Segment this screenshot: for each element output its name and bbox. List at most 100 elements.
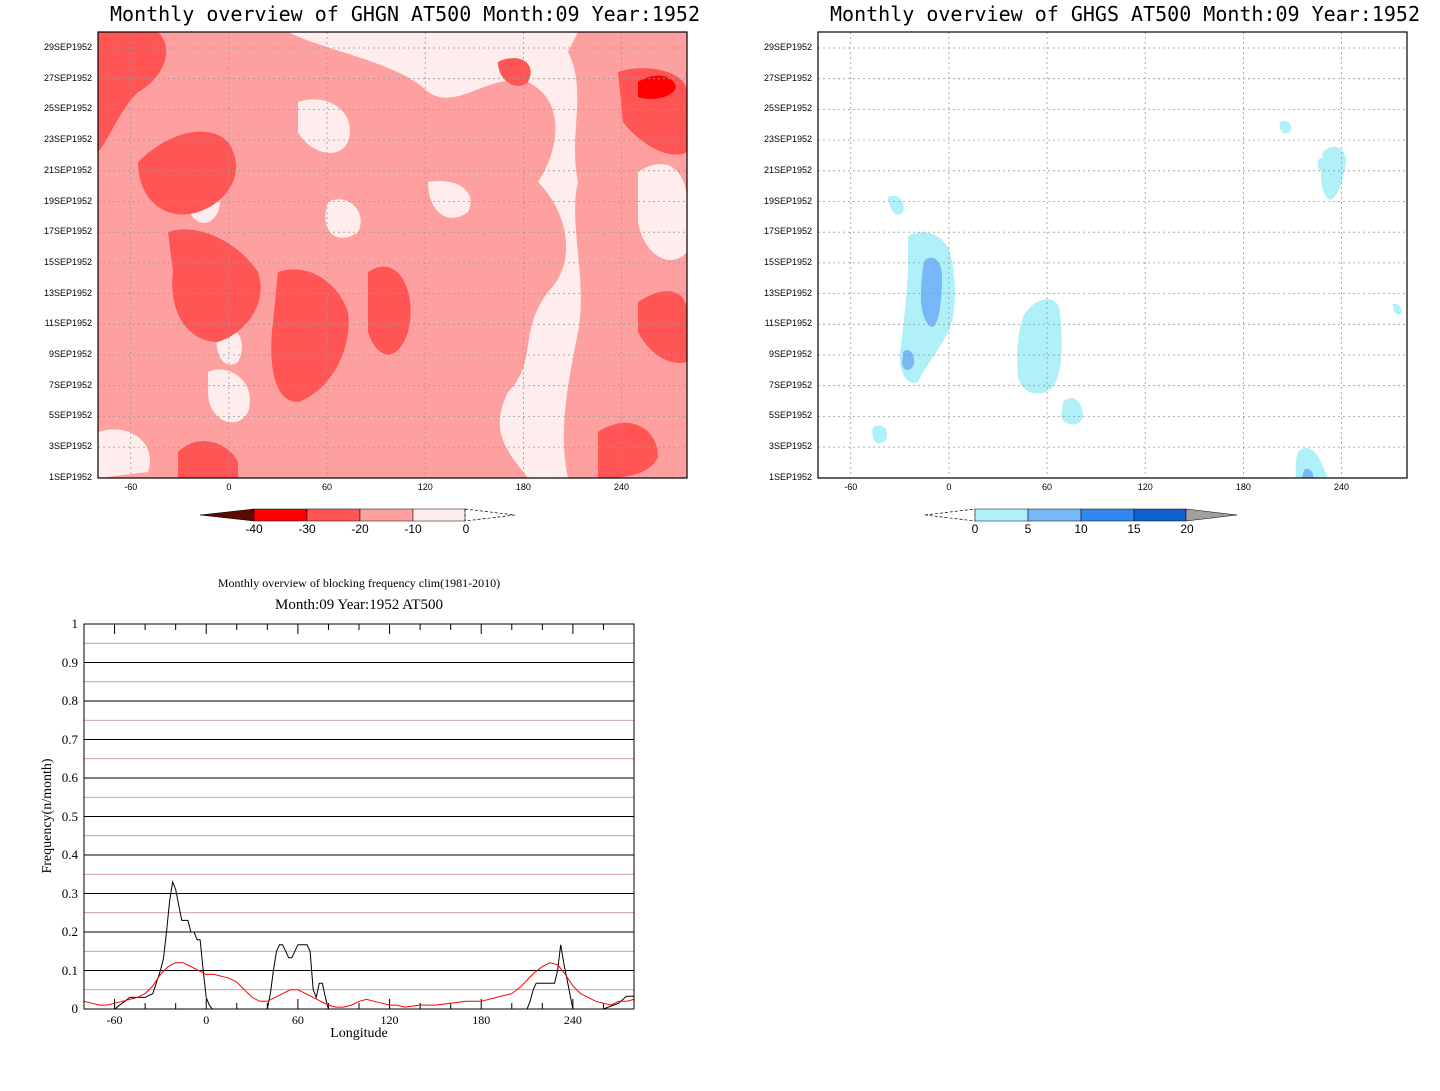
ghgn-y-tick: 25SEP1952 [43,103,92,114]
ghgn-colorbar [199,508,516,522]
ghgn-x-tick: 0 [226,482,232,492]
ghgn-colorbar-label: -10 [404,522,422,536]
ghgs-x-tick: 0 [946,482,952,492]
ghgs-y-tick: 5SEP1952 [768,410,812,421]
ghgn-y-tick: 9SEP1952 [48,349,92,359]
line-chart-xlabel: Longitude [330,1026,388,1041]
ghgs-y-tick: 27SEP1952 [763,72,812,83]
line-chart-y-tick-label: 0.1 [61,962,78,978]
ghgs-y-tick: 3SEP1952 [768,441,812,452]
ghgn-y-tick: 27SEP1952 [43,72,92,83]
ghgn-y-tick: 21SEP1952 [43,164,92,175]
ghgs-y-tick: 13SEP1952 [763,287,812,298]
ghgn-x-tick: 120 [417,482,433,492]
ghgn-y-tick: 11SEP1952 [44,318,92,329]
ghgn-y-tick: 23SEP1952 [43,134,92,145]
ghgs-x-tick: 120 [1137,482,1153,492]
line-chart-y-tick-label: 0.9 [61,654,78,670]
ghgs-y-tick: 9SEP1952 [768,349,812,359]
ghgs-colorbar-label: 20 [1180,522,1194,536]
ghgs-colorbar-box-3 [1080,508,1135,522]
ghgs-y-tick: 21SEP1952 [763,164,812,175]
line-chart-y-tick-label: 0 [71,1001,79,1016]
line-chart-y-tick-label: 0.3 [61,885,78,901]
line-chart-x-tick-label: -60 [106,1013,123,1027]
ghgs-colorbar-box-2 [1027,508,1082,522]
line-chart [83,623,635,1010]
ghgs-y-tick: 17SEP1952 [763,226,812,237]
ghgn-y-tick: 1SEP1952 [48,471,92,482]
ghgs-heatmap-background [818,32,1407,478]
line-chart-grid [84,642,634,991]
line-chart-y-tick-label: 1 [71,616,79,631]
ghgn-colorbar-label: -30 [298,522,316,536]
ghgs-colorbar-label: 0 [971,522,979,536]
ghgs-x-tick: -60 [844,482,858,492]
ghgs-heatmap [817,31,1408,479]
ghgn-x-tick: 240 [614,482,630,492]
ghgn-y-tick: 29SEP1952 [43,42,92,52]
line-chart-series [83,880,635,1010]
ghgn-colorbar-label: -40 [245,522,263,536]
ghgn-y-tick: 3SEP1952 [48,441,92,452]
ghgn-y-tick: 19SEP1952 [43,195,92,206]
ghgs-y-tick: 15SEP1952 [763,256,812,267]
line-chart-y-tick-label: 0.7 [61,731,78,747]
line-chart-x-tick-label: 60 [291,1013,304,1027]
line-chart-y-tick-label: 0.8 [61,693,78,708]
ghgn-y-tick: 7SEP1952 [48,379,92,390]
ghgn-x-tick: 180 [515,482,531,492]
ghgs-y-tick: 11SEP1952 [764,318,812,329]
line-chart-x-tick-label: 180 [472,1013,491,1027]
ghgs-y-tick: 7SEP1952 [768,379,812,390]
ghgn-title: Monthly overview of GHGN AT500 Month:09 … [110,2,701,26]
ghgs-y-tick: 19SEP1952 [763,195,812,206]
ghgn-heatmap [97,31,688,479]
ghgs-y-tick: 29SEP1952 [763,42,812,52]
ghgs-y-tick: 25SEP1952 [763,103,812,114]
ghgs-colorbar-box-1 [974,508,1029,522]
line-chart-subtitle: Month:09 Year:1952 AT500 [275,597,443,613]
line-chart-ylabel: Frequency(n/month) [40,758,55,874]
ghgn-x-tick: -60 [124,482,138,492]
ghgn-colorbar-arrow-left [199,508,255,522]
ghgs-medium-regions [902,257,1314,478]
ghgn-colorbar-arrow-right [464,508,516,522]
ghgn-colorbar-box-2 [306,508,361,522]
ghgs-colorbar-box-4 [1133,508,1187,522]
ghgs-colorbar-label: 15 [1127,522,1141,536]
ghgs-x-tick: 60 [1042,482,1053,492]
line-chart-y-tick-label: 0.6 [61,770,78,785]
ghgs-colorbar-arrow-left [924,508,976,522]
ghgs-y-tick: 1SEP1952 [768,471,812,482]
line-chart-y-tick-label: 0.5 [61,808,78,824]
line-chart-x-tick-label: 240 [563,1013,582,1027]
ghgn-x-tick: 60 [322,482,333,492]
line-chart-series-red [83,962,635,1008]
ghgn-colorbar-label: -20 [351,522,369,536]
ghgs-colorbar-arrow-right [1185,508,1238,522]
line-chart-y-tick-label: 0.4 [61,847,78,862]
ghgs-y-tick: 23SEP1952 [763,134,812,145]
ghgn-y-tick: 13SEP1952 [43,287,92,298]
line-chart-x-tick-label: 0 [203,1013,210,1027]
line-chart-ticks [114,624,635,1009]
ghgs-x-tick: 180 [1235,482,1251,492]
line-chart-y-tick-label: 0.2 [61,924,78,939]
ghgn-y-tick: 17SEP1952 [43,226,92,237]
ghgs-colorbar-label: 5 [1024,522,1032,536]
ghgn-medium-regions [98,32,687,478]
ghgs-colorbar [924,508,1238,522]
line-chart-x-tick-label: 120 [380,1013,399,1027]
ghgs-colorbar-label: 10 [1074,522,1088,536]
ghgn-grid [98,32,687,479]
ghgn-colorbar-label: 0 [462,522,470,536]
ghgn-dark-patch [638,75,676,99]
ghgn-colorbar-box-3 [359,508,414,522]
ghgs-x-tick: 240 [1334,482,1350,492]
ghgn-colorbar-box-4 [412,508,466,522]
ghgn-y-tick: 15SEP1952 [43,256,92,267]
ghgn-colorbar-box-1 [253,508,308,522]
line-chart-series-black [84,880,634,1010]
ghgs-title: Monthly overview of GHGS AT500 Month:09 … [830,2,1421,26]
